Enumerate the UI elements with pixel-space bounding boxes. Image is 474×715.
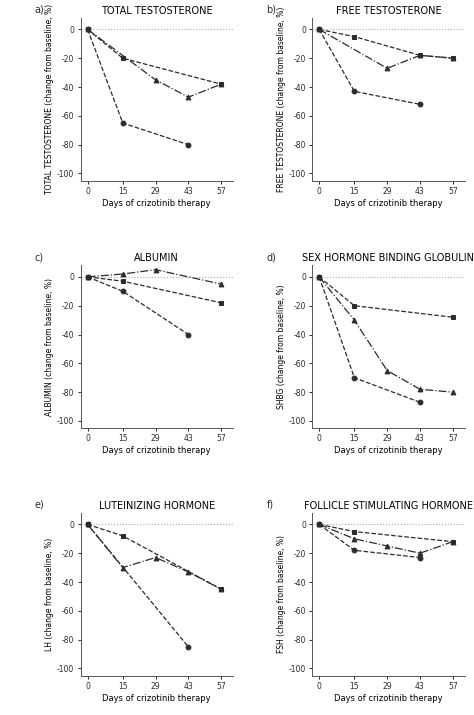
X-axis label: Days of crizotinib therapy: Days of crizotinib therapy	[102, 446, 211, 455]
Title: SEX HORMONE BINDING GLOBULIN: SEX HORMONE BINDING GLOBULIN	[302, 253, 474, 263]
Text: d): d)	[266, 252, 276, 262]
Y-axis label: FREE TESTOSTERONE (change from baseline, %): FREE TESTOSTERONE (change from baseline,…	[277, 6, 286, 192]
X-axis label: Days of crizotinib therapy: Days of crizotinib therapy	[102, 199, 211, 208]
Y-axis label: LH (change from baseline, %): LH (change from baseline, %)	[46, 538, 55, 651]
Text: e): e)	[35, 500, 45, 510]
X-axis label: Days of crizotinib therapy: Days of crizotinib therapy	[334, 446, 443, 455]
Text: a): a)	[35, 5, 45, 15]
Title: FOLLICLE STIMULATING HORMONE: FOLLICLE STIMULATING HORMONE	[304, 500, 473, 511]
Title: ALBUMIN: ALBUMIN	[135, 253, 179, 263]
Y-axis label: TOTAL TESTOSTERONE (change from baseline, %): TOTAL TESTOSTERONE (change from baseline…	[46, 4, 55, 194]
Text: f): f)	[266, 500, 273, 510]
Text: c): c)	[35, 252, 44, 262]
Y-axis label: ALBUMIN (change from baseline, %): ALBUMIN (change from baseline, %)	[46, 277, 55, 416]
Title: TOTAL TESTOSTERONE: TOTAL TESTOSTERONE	[101, 6, 212, 16]
Y-axis label: FSH (change from baseline, %): FSH (change from baseline, %)	[277, 536, 286, 654]
X-axis label: Days of crizotinib therapy: Days of crizotinib therapy	[334, 694, 443, 703]
Text: b): b)	[266, 5, 276, 15]
Title: FREE TESTOSTERONE: FREE TESTOSTERONE	[336, 6, 441, 16]
X-axis label: Days of crizotinib therapy: Days of crizotinib therapy	[334, 199, 443, 208]
X-axis label: Days of crizotinib therapy: Days of crizotinib therapy	[102, 694, 211, 703]
Title: LUTEINIZING HORMONE: LUTEINIZING HORMONE	[99, 500, 215, 511]
Y-axis label: SHBG (change from baseline, %): SHBG (change from baseline, %)	[277, 285, 286, 409]
